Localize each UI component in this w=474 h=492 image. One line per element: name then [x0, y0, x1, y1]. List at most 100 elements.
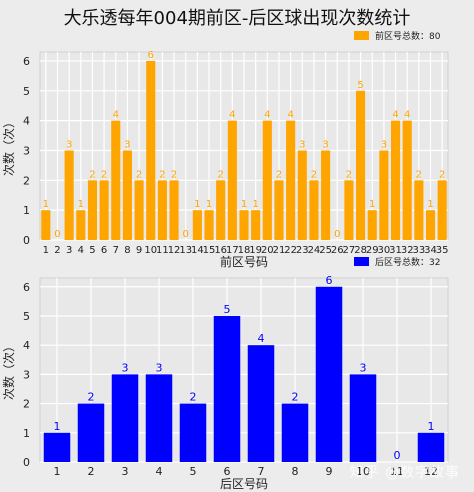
back-bar-value-label: 2 — [292, 391, 299, 404]
front-x-tick-label: 25 — [319, 245, 332, 256]
front-x-tick-label: 7 — [113, 245, 119, 256]
back-bar-value-label: 6 — [326, 274, 333, 287]
front-bar-value-label: 2 — [89, 169, 95, 180]
back-x-tick-label: 1 — [54, 465, 61, 478]
back-plot-area — [39, 277, 449, 463]
front-x-tick-label: 19 — [249, 245, 262, 256]
front-bar — [239, 210, 249, 240]
back-x-tick-label: 9 — [326, 465, 333, 478]
front-bar — [134, 180, 144, 240]
front-bar-value-label: 2 — [171, 169, 177, 180]
front-y-tick-label: 6 — [23, 55, 30, 68]
back-bar — [111, 374, 139, 462]
back-y-tick-label: 2 — [23, 398, 30, 411]
back-bar — [213, 315, 241, 462]
back-y-axis-label: 次数（次） — [1, 340, 16, 400]
front-x-tick-label: 12 — [168, 245, 181, 256]
front-x-tick-label: 35 — [436, 245, 449, 256]
back-y-tick-label: 6 — [23, 281, 30, 294]
front-bar-value-label: 3 — [322, 139, 328, 150]
back-bar — [77, 403, 105, 462]
front-x-tick-label: 29 — [366, 245, 379, 256]
front-bar-value-label: 4 — [392, 110, 398, 121]
front-x-tick-label: 31 — [389, 245, 402, 256]
front-bar-value-label: 1 — [241, 199, 247, 210]
back-bar — [145, 374, 173, 462]
front-bar — [437, 180, 447, 240]
front-bar — [64, 150, 74, 240]
front-x-tick-label: 18 — [238, 245, 251, 256]
front-bar — [76, 210, 86, 240]
front-bar-value-label: 1 — [194, 199, 200, 210]
front-x-tick-label: 8 — [124, 245, 130, 256]
front-x-tick-label: 3 — [66, 245, 72, 256]
front-x-tick-label: 4 — [78, 245, 84, 256]
back-x-tick-label: 8 — [292, 465, 299, 478]
front-bar — [356, 90, 366, 241]
front-bar-value-label: 3 — [299, 139, 305, 150]
front-legend-swatch — [354, 31, 369, 40]
figure-title: 大乐透每年004期前区-后区球出现次数统计 — [64, 8, 411, 29]
front-bar — [344, 180, 354, 240]
back-bar-value-label: 3 — [122, 361, 129, 374]
back-x-tick-label: 2 — [88, 465, 95, 478]
back-bar — [43, 432, 71, 462]
back-bar — [179, 403, 207, 462]
back-x-tick-label: 6 — [224, 465, 231, 478]
front-x-tick-label: 17 — [226, 245, 239, 256]
back-bar — [315, 286, 343, 462]
front-bar-value-label: 2 — [217, 169, 223, 180]
front-bar-value-label: 6 — [148, 50, 154, 61]
front-bar — [414, 180, 424, 240]
front-bar — [146, 60, 156, 241]
back-x-tick-label: 12 — [424, 465, 438, 478]
front-bar — [309, 180, 319, 240]
front-x-tick-label: 1 — [43, 245, 49, 256]
front-bar-value-label: 2 — [276, 169, 282, 180]
back-y-tick-label: 3 — [23, 368, 30, 381]
front-bar — [41, 210, 51, 240]
front-bar-value-label: 2 — [311, 169, 317, 180]
front-bar — [169, 180, 179, 240]
front-y-tick-label: 2 — [23, 174, 30, 187]
front-bar-value-label: 4 — [229, 110, 235, 121]
back-x-axis-label: 后区号码 — [220, 477, 268, 491]
front-bar-value-label: 1 — [78, 199, 84, 210]
front-x-tick-label: 11 — [156, 245, 169, 256]
back-y-tick-label: 4 — [23, 339, 30, 352]
front-bar — [87, 180, 98, 240]
front-x-tick-label: 32 — [401, 245, 414, 256]
front-area-chart: 0123456110233142526473829610211212013114… — [1, 30, 449, 269]
back-y-tick-label: 1 — [23, 427, 30, 440]
front-bar-value-label: 1 — [369, 199, 375, 210]
back-bar — [417, 432, 445, 462]
front-bar-value-label: 3 — [124, 139, 130, 150]
front-bar — [227, 120, 237, 240]
back-bar — [281, 403, 309, 462]
watermark: 知乎 @数字故事 — [349, 465, 460, 481]
front-y-tick-label: 1 — [23, 204, 30, 217]
back-x-tick-label: 3 — [122, 465, 129, 478]
front-y-tick-label: 3 — [23, 144, 30, 157]
front-bar-value-label: 5 — [357, 80, 363, 91]
front-y-axis-label: 次数（次） — [1, 116, 16, 176]
front-bar — [297, 150, 307, 240]
front-bar-value-label: 1 — [427, 199, 433, 210]
front-y-tick-label: 4 — [23, 115, 30, 128]
front-bar-value-label: 1 — [43, 199, 49, 210]
front-x-tick-label: 20 — [261, 245, 274, 256]
front-bar-value-label: 2 — [439, 169, 445, 180]
front-x-tick-label: 30 — [378, 245, 391, 256]
front-bar — [204, 210, 214, 240]
front-bar — [111, 120, 121, 240]
front-bar — [379, 150, 389, 240]
back-x-tick-label: 4 — [156, 465, 163, 478]
front-x-tick-label: 10 — [144, 245, 157, 256]
front-bar-value-label: 4 — [264, 110, 270, 121]
front-x-tick-label: 33 — [412, 245, 425, 256]
front-bar-value-label: 0 — [334, 229, 340, 240]
front-bar-value-label: 2 — [159, 169, 165, 180]
front-bar-value-label: 4 — [113, 110, 119, 121]
back-bar — [349, 374, 377, 462]
